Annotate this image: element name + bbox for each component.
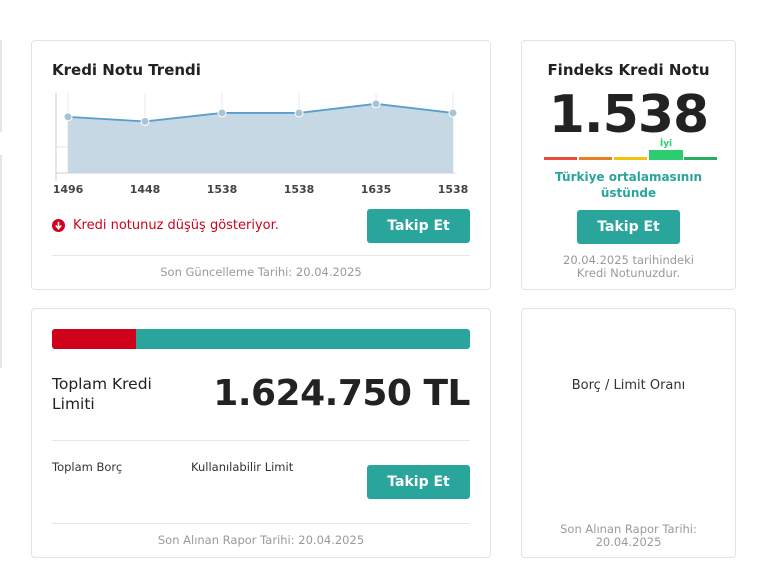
score-level-segment bbox=[579, 157, 612, 160]
trend-chart: 1496 1448 1538 1538 1635 1538 bbox=[53, 93, 469, 196]
trend-title: Kredi Notu Trendi bbox=[52, 61, 201, 79]
trend-follow-button[interactable]: Takip Et bbox=[367, 209, 470, 243]
debt-limit-ratio-card: Borç / Limit Oranı Son Alınan Rapor Tari… bbox=[521, 308, 736, 558]
score-date-note: 20.04.2025 tarihindeki Kredi Notunuzdur. bbox=[563, 253, 694, 280]
chart-point bbox=[448, 108, 458, 118]
chart-point bbox=[294, 108, 304, 118]
total-debt-label: Toplam Borç bbox=[52, 460, 123, 474]
chart-area bbox=[68, 103, 453, 173]
score-level-label: İyi bbox=[659, 139, 673, 149]
chart-point bbox=[140, 116, 150, 126]
findeks-follow-button[interactable]: Takip Et bbox=[577, 210, 680, 244]
divider bbox=[52, 255, 470, 256]
left-edge-divider bbox=[0, 40, 2, 132]
findeks-score-card: Findeks Kredi Notu 1.538 İyi Türkiye ort… bbox=[521, 40, 736, 290]
credit-score-trend-card: Kredi Notu Trendi 1496 1448 1538 1538 1635 15… bbox=[31, 40, 491, 290]
chart-x-tick-label: 1538 bbox=[284, 183, 315, 196]
divider bbox=[52, 523, 470, 524]
decline-warning: Kredi notunuz düşüş gösteriyor. bbox=[52, 218, 279, 233]
score-level-marker bbox=[649, 150, 683, 160]
left-edge-divider bbox=[0, 155, 2, 368]
chart-point bbox=[371, 99, 381, 109]
last-updated-text: Son Güncelleme Tarihi: 20.04.2025 bbox=[160, 265, 362, 279]
total-limit-label: Toplam Kredi Limiti bbox=[52, 375, 152, 413]
decline-text: Kredi notunuz düşüş gösteriyor. bbox=[73, 218, 279, 233]
findeks-title: Findeks Kredi Notu bbox=[547, 61, 710, 79]
chart-x-tick-label: 1635 bbox=[361, 183, 392, 196]
report-date-text: Son Alınan Rapor Tarihi: 20.04.2025 bbox=[157, 533, 365, 547]
arrow-down-circle-icon bbox=[52, 219, 65, 232]
comparison-text: Türkiye ortalamasının üstünde bbox=[555, 170, 702, 200]
credit-score-value: 1.538 bbox=[548, 85, 709, 145]
score-level-segment bbox=[614, 157, 647, 160]
limit-follow-button[interactable]: Takip Et bbox=[367, 465, 470, 499]
chart-series-line bbox=[67, 102, 454, 123]
divider bbox=[52, 440, 470, 441]
limit-usage-bar-used bbox=[52, 329, 136, 349]
chart-point bbox=[63, 112, 73, 122]
ratio-title: Borç / Limit Oranı bbox=[571, 378, 686, 393]
credit-limit-card: Toplam Kredi Limiti 1.624.750 TL Toplam … bbox=[31, 308, 491, 558]
score-level-segment bbox=[684, 157, 717, 160]
chart-x-tick-label: 1448 bbox=[130, 183, 161, 196]
score-level-segment bbox=[544, 157, 577, 160]
limit-usage-bar bbox=[52, 329, 470, 349]
ratio-report-date: Son Alınan Rapor Tarihi: 20.04.2025 bbox=[560, 522, 697, 549]
available-limit-label: Kullanılabilir Limit bbox=[191, 460, 294, 474]
chart-x-tick-label: 1538 bbox=[438, 183, 469, 196]
chart-point bbox=[217, 108, 227, 118]
chart-x-tick-label: 1538 bbox=[207, 183, 238, 196]
total-limit-value: 1.624.750 TL bbox=[213, 373, 470, 414]
chart-x-tick-label: 1496 bbox=[53, 183, 84, 196]
